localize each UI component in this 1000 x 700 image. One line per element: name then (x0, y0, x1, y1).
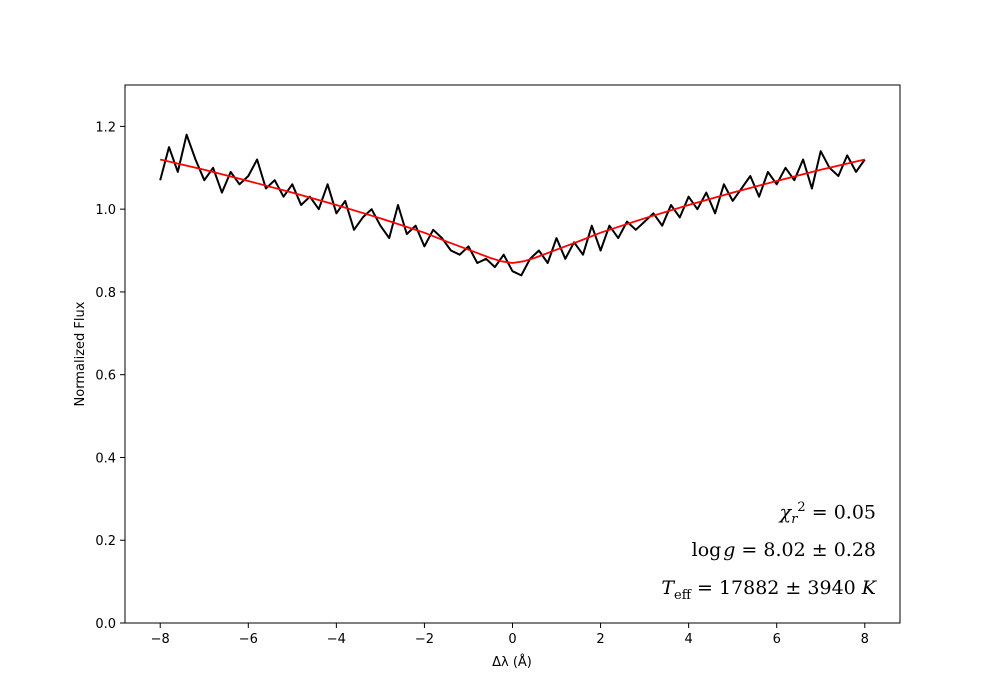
y-tick-label: 0.2 (95, 534, 116, 549)
x-tick-label: −4 (327, 632, 346, 647)
x-tick-label: 0 (508, 632, 516, 647)
y-tick-label: 1.2 (95, 120, 116, 135)
teff-value: 17882 ± 3940 (718, 577, 856, 599)
x-tick-label: 2 (596, 632, 604, 647)
x-tick-label: 4 (684, 632, 692, 647)
y-tick-label: 0.8 (95, 286, 116, 301)
model-fit-line (159, 158, 866, 264)
x-tick-label: 6 (773, 632, 781, 647)
x-tick-label: 8 (861, 632, 869, 647)
y-ticks: 0.0 0.2 0.4 0.6 0.8 1.0 1.2 (95, 120, 125, 632)
logg-annotation: log g = 8.02 ± 0.28 (691, 539, 876, 561)
logg-value: 8.02 ± 0.28 (763, 539, 876, 561)
y-tick-label: 0.4 (95, 451, 116, 466)
x-tick-label: −2 (415, 632, 434, 647)
x-tick-label: −6 (239, 632, 258, 647)
chi2-value: 0.05 (833, 501, 876, 524)
series-layer (159, 133, 866, 277)
x-tick-label: −8 (151, 632, 170, 647)
y-axis-label: Normalized Flux (73, 301, 88, 406)
y-tick-label: 0.6 (95, 369, 116, 384)
x-axis-label: Δλ (Å) (492, 654, 532, 670)
y-tick-label: 0.0 (95, 617, 116, 632)
teff-annotation: Teff = 17882 ± 3940 K (661, 577, 876, 603)
chi2-annotation: χr2 = 0.05 (779, 500, 876, 528)
observed-spectrum-line (159, 133, 866, 277)
axes-frame (124, 84, 901, 624)
y-tick-label: 1.0 (95, 203, 116, 218)
x-ticks: −8 −6 −4 −2 0 2 4 6 8 (151, 623, 869, 647)
